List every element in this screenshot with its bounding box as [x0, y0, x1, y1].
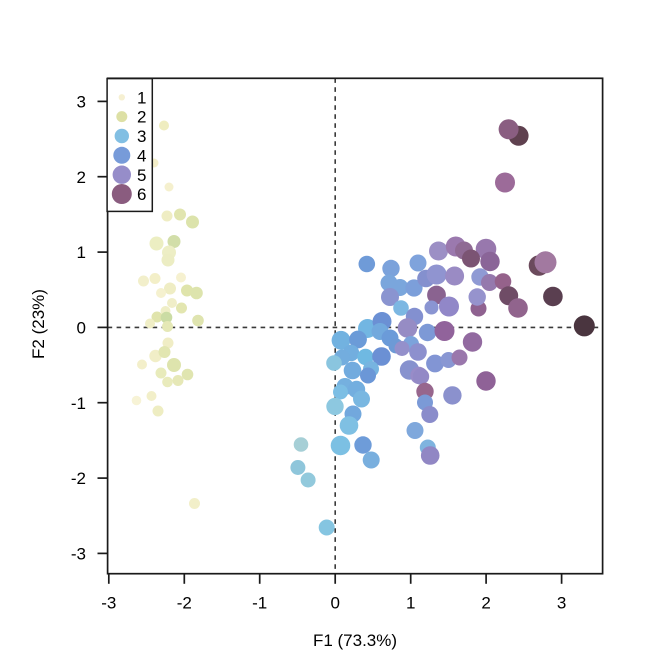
svg-text:-3: -3: [101, 593, 116, 612]
svg-text:-1: -1: [71, 394, 86, 413]
svg-text:-3: -3: [71, 545, 86, 564]
svg-text:0: 0: [330, 593, 339, 612]
svg-text:3: 3: [557, 593, 566, 612]
svg-text:5: 5: [137, 166, 146, 185]
svg-text:-2: -2: [71, 469, 86, 488]
svg-text:2: 2: [481, 593, 490, 612]
svg-text:-1: -1: [252, 593, 267, 612]
svg-text:2: 2: [137, 108, 146, 127]
svg-text:6: 6: [137, 185, 146, 204]
svg-text:1: 1: [406, 593, 415, 612]
svg-text:F2 (23%): F2 (23%): [29, 289, 48, 359]
svg-text:1: 1: [137, 88, 146, 107]
svg-text:F1 (73.3%): F1 (73.3%): [313, 631, 397, 650]
svg-text:3: 3: [77, 93, 86, 112]
svg-text:1: 1: [77, 243, 86, 262]
svg-text:3: 3: [137, 127, 146, 146]
svg-text:0: 0: [77, 319, 86, 338]
svg-text:-2: -2: [177, 593, 192, 612]
svg-text:2: 2: [77, 168, 86, 187]
svg-text:4: 4: [137, 146, 146, 165]
